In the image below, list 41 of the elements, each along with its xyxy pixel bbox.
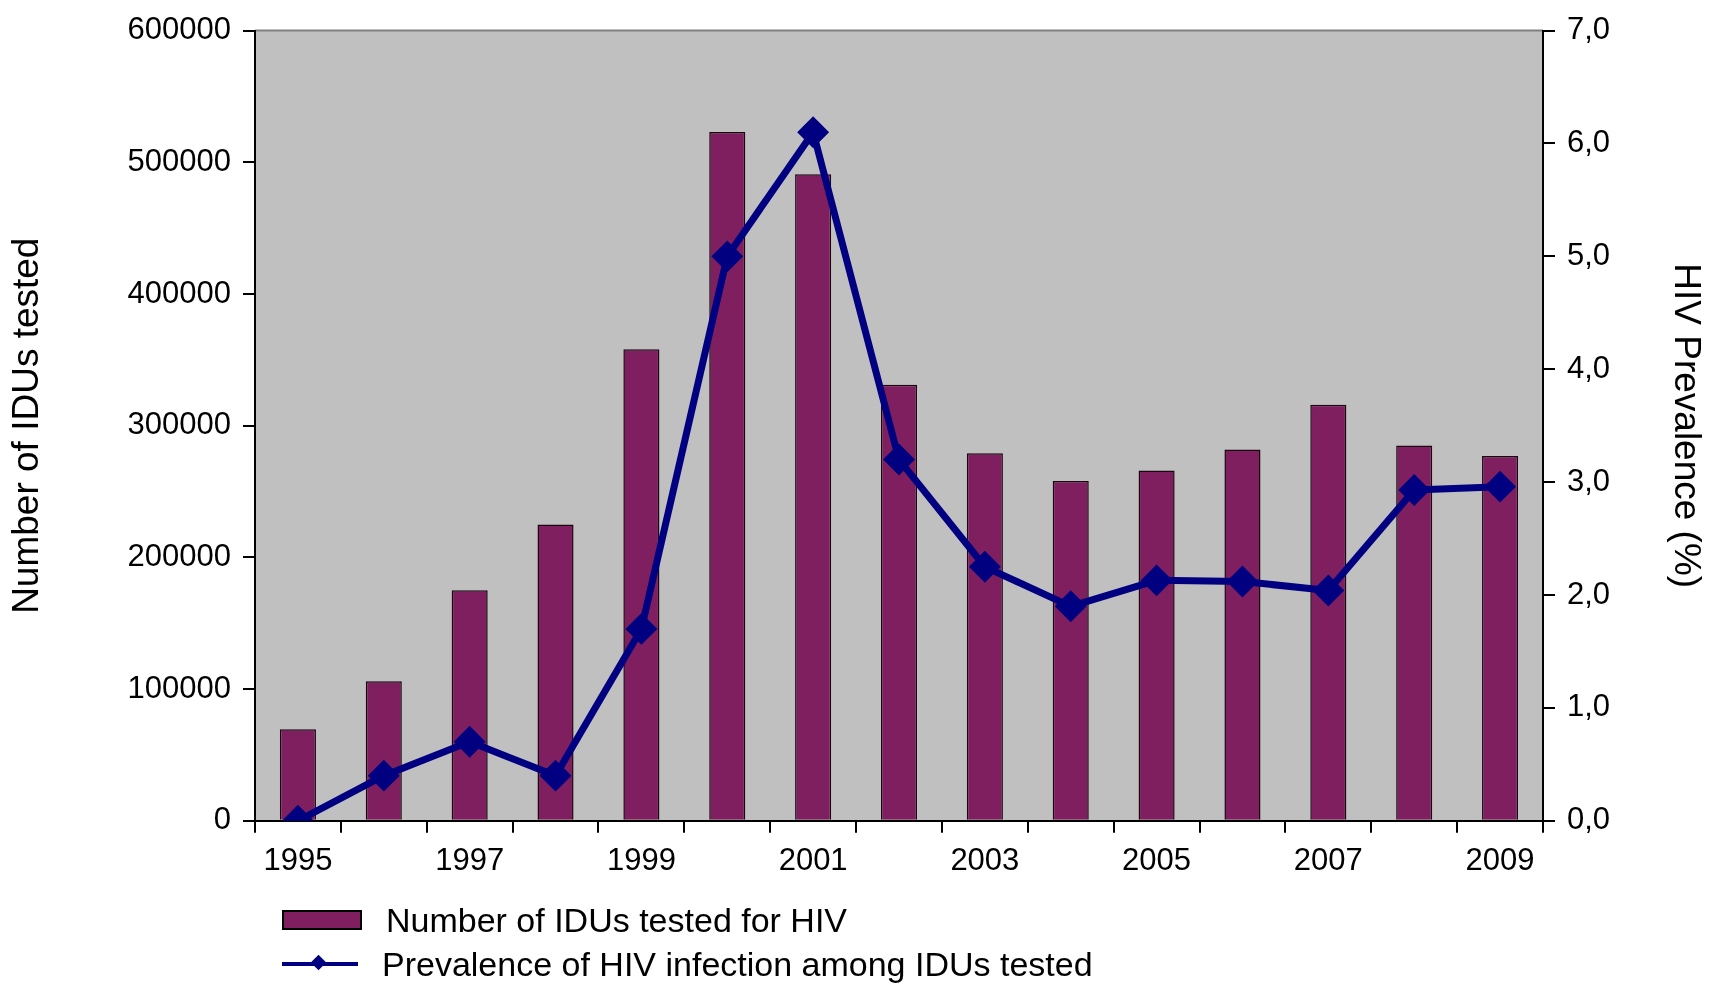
y2-tick-label: 6,0 bbox=[1567, 124, 1611, 160]
x-tick-label: 1997 bbox=[435, 841, 505, 877]
y-tick-label: 300000 bbox=[127, 406, 231, 442]
point bbox=[1313, 576, 1343, 606]
point bbox=[1142, 565, 1172, 595]
point bbox=[1227, 566, 1257, 596]
point bbox=[798, 117, 828, 147]
x-tick-label: 1995 bbox=[263, 841, 333, 877]
y-tick-label: 500000 bbox=[127, 142, 231, 178]
legend-label: Prevalence of HIV infection among IDUs tested bbox=[382, 944, 1093, 984]
legend-label: Number of IDUs tested for HIV bbox=[386, 900, 848, 940]
y2-tick-label: 4,0 bbox=[1567, 349, 1611, 385]
point bbox=[541, 761, 571, 791]
y-tick-label: 200000 bbox=[127, 537, 231, 573]
y2-tick-label: 5,0 bbox=[1567, 236, 1611, 272]
y-tick-label: 600000 bbox=[127, 11, 231, 47]
y2-tick-label: 2,0 bbox=[1567, 575, 1611, 611]
point bbox=[712, 241, 742, 271]
y-tick-label: 400000 bbox=[127, 274, 231, 310]
y-axis-title: Number of IDUs tested bbox=[5, 237, 47, 614]
x-tick-label: 2007 bbox=[1293, 841, 1363, 877]
x-tick-label: 2003 bbox=[950, 841, 1020, 877]
point bbox=[1399, 475, 1429, 505]
y2-tick-label: 3,0 bbox=[1567, 462, 1611, 498]
point bbox=[626, 614, 656, 644]
x-tick-label: 1999 bbox=[606, 841, 676, 877]
point bbox=[1056, 591, 1086, 621]
x-tick-label: 2009 bbox=[1465, 841, 1535, 877]
point bbox=[884, 445, 914, 475]
y2-axis-title: HIV Prevalence (%) bbox=[1666, 263, 1708, 589]
y2-tick-label: 0,0 bbox=[1567, 801, 1611, 837]
point bbox=[455, 727, 485, 757]
point bbox=[369, 761, 399, 791]
y-tick-label: 100000 bbox=[127, 669, 231, 705]
y2-tick-label: 7,0 bbox=[1567, 11, 1611, 47]
y-tick-label: 0 bbox=[213, 801, 231, 837]
x-tick-label: 2005 bbox=[1122, 841, 1192, 877]
x-tick-label: 2001 bbox=[778, 841, 848, 877]
point bbox=[1485, 472, 1515, 502]
y2-tick-label: 1,0 bbox=[1567, 688, 1611, 724]
point bbox=[970, 552, 1000, 582]
